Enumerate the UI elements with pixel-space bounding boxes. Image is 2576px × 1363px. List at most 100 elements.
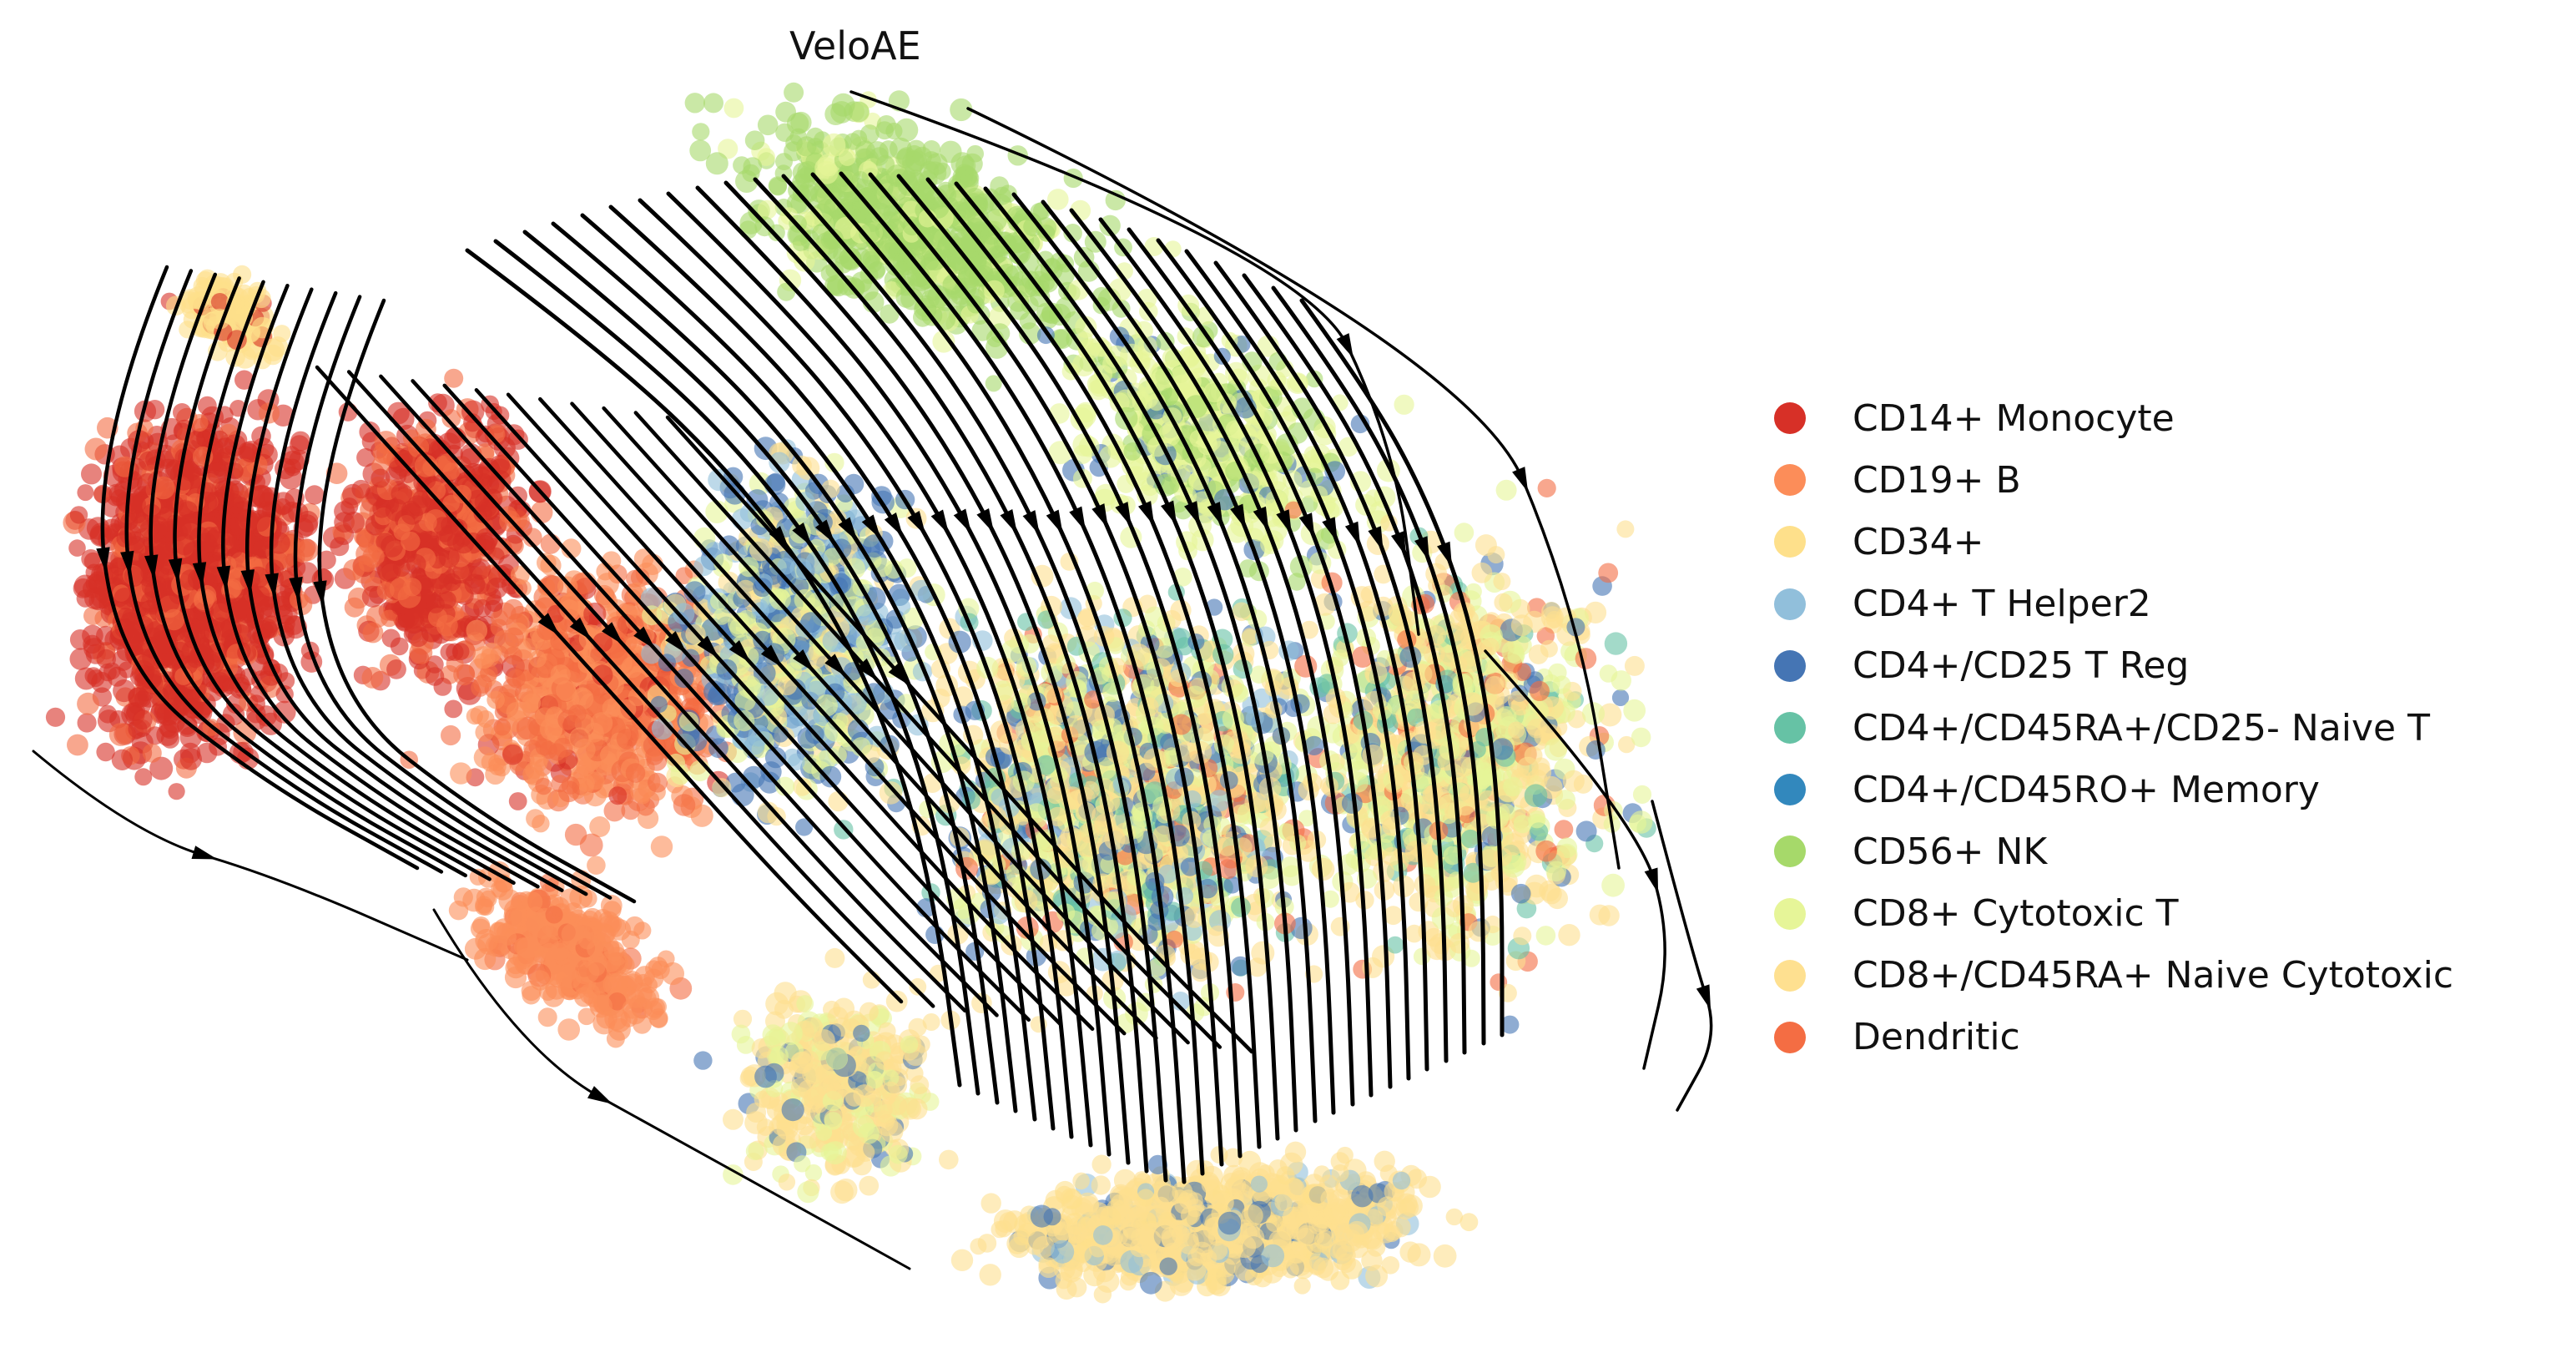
cell-point xyxy=(179,501,198,520)
cell-point xyxy=(569,886,593,909)
cell-point xyxy=(832,178,855,201)
cell-point xyxy=(784,82,804,103)
cell-point xyxy=(45,707,66,727)
cell-point xyxy=(436,614,458,637)
cell-point xyxy=(284,458,302,477)
cell-point xyxy=(502,744,523,765)
cell-point xyxy=(537,1007,557,1027)
cell-point xyxy=(474,947,497,971)
cell-point xyxy=(507,429,528,450)
cell-point xyxy=(955,155,976,176)
cell-point xyxy=(573,739,596,760)
cell-point xyxy=(557,964,577,984)
cell-point xyxy=(648,772,668,793)
cell-point xyxy=(499,928,517,946)
cell-point xyxy=(248,510,271,533)
cell-point xyxy=(98,704,118,724)
cell-point xyxy=(441,724,461,746)
cell-point xyxy=(850,129,868,147)
cell-point xyxy=(376,582,395,600)
cell-point xyxy=(77,484,94,502)
cell-point xyxy=(1394,394,1414,415)
cell-point xyxy=(128,495,146,513)
cell-point xyxy=(985,375,1002,392)
cell-point xyxy=(77,692,99,715)
cell-point xyxy=(587,856,606,875)
cell-point xyxy=(522,693,542,713)
cell-point xyxy=(528,921,552,946)
cell-point xyxy=(633,921,652,940)
cell-point xyxy=(67,734,88,756)
cell-point xyxy=(673,794,696,816)
cell-point xyxy=(848,101,870,123)
cell-point xyxy=(530,970,551,991)
cell-point xyxy=(650,835,673,858)
cell-point xyxy=(561,776,580,795)
cell-point xyxy=(550,664,571,685)
cell-point xyxy=(377,560,399,582)
cell-point xyxy=(644,997,665,1018)
cell-point xyxy=(486,594,503,613)
cell-point xyxy=(386,659,406,679)
cell-point xyxy=(438,547,460,568)
cell-point xyxy=(86,517,110,540)
cell-point xyxy=(579,983,601,1004)
cell-point xyxy=(625,763,646,783)
cell-point xyxy=(503,627,524,648)
cell-point xyxy=(198,396,217,416)
cell-point xyxy=(84,437,108,461)
cell-point xyxy=(557,709,578,730)
cell-point xyxy=(77,713,97,733)
cell-point xyxy=(757,114,779,136)
cell-point xyxy=(69,506,88,524)
cell-point xyxy=(551,942,569,962)
cell-point xyxy=(684,93,705,114)
cell-point xyxy=(769,177,787,196)
cell-point xyxy=(529,754,548,772)
cell-point xyxy=(785,134,803,152)
cell-point xyxy=(81,463,102,485)
cell-point xyxy=(134,768,153,786)
cell-point xyxy=(395,613,415,632)
cell-point xyxy=(426,594,445,613)
cell-point xyxy=(362,622,384,644)
cell-point xyxy=(343,558,365,581)
cell-point xyxy=(875,121,894,140)
cell-point xyxy=(703,93,723,114)
cell-point xyxy=(588,959,606,977)
cell-point xyxy=(444,368,464,388)
cell-point xyxy=(526,809,545,829)
cell-point xyxy=(119,523,142,546)
cell-point xyxy=(578,931,597,950)
cell-point xyxy=(705,152,728,175)
cell-point xyxy=(361,667,384,689)
cell-point xyxy=(744,130,765,150)
cell-point xyxy=(68,539,86,557)
cell-point xyxy=(582,907,602,927)
cell-point xyxy=(111,749,134,770)
cell-point xyxy=(616,729,638,750)
cell-point xyxy=(502,678,522,698)
cell-point xyxy=(390,637,409,656)
cell-point xyxy=(481,752,501,772)
cell-point xyxy=(1105,189,1127,211)
cell-point xyxy=(73,574,97,598)
cell-point xyxy=(305,485,325,505)
cell-point xyxy=(529,650,547,668)
cell-point xyxy=(371,468,391,488)
cell-point xyxy=(622,998,643,1019)
cell-point xyxy=(74,667,98,690)
cell-point xyxy=(535,777,552,795)
cell-point xyxy=(461,400,485,423)
cell-point xyxy=(446,643,464,661)
cell-point xyxy=(545,906,563,924)
cell-point xyxy=(330,537,350,557)
cell-point xyxy=(743,157,763,176)
cell-point xyxy=(481,642,502,663)
cell-point xyxy=(444,699,463,719)
cell-point xyxy=(807,138,824,155)
cell-point xyxy=(822,133,846,157)
cell-point xyxy=(433,677,452,696)
cell-point xyxy=(851,171,870,189)
cell-point xyxy=(723,98,744,119)
